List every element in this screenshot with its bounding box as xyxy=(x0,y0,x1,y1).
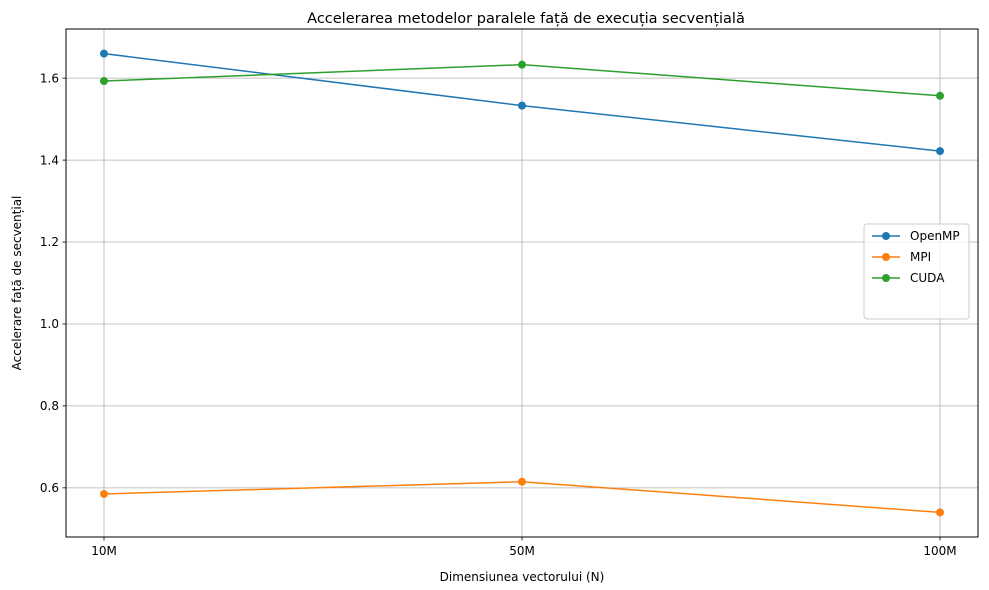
data-point-cuda xyxy=(100,77,108,86)
data-point-cuda xyxy=(518,60,526,69)
legend-label-mpi: MPI xyxy=(910,250,931,264)
y-axis-label: Accelerare față de secvențial xyxy=(10,196,24,371)
data-point-openmp xyxy=(100,49,108,58)
legend-marker-openmp xyxy=(882,232,890,240)
series-layer xyxy=(100,49,944,517)
x-axis: 10M 50M 100M xyxy=(91,537,957,558)
legend-label-cuda: CUDA xyxy=(910,271,945,285)
data-point-mpi xyxy=(100,489,108,498)
x-tick-label: 100M xyxy=(923,544,956,558)
x-tick-label: 50M xyxy=(509,544,535,558)
data-point-cuda xyxy=(936,91,944,100)
y-tick-label: 0.6 xyxy=(40,481,59,495)
x-axis-label: Dimensiunea vectorului (N) xyxy=(440,570,605,584)
legend: OpenMP MPI CUDA xyxy=(863,223,970,320)
legend-marker-cuda xyxy=(882,274,890,282)
y-tick-label: 1.4 xyxy=(40,153,59,167)
legend-box xyxy=(863,223,970,320)
legend-label-openmp: OpenMP xyxy=(910,229,960,243)
x-tick-label: 10M xyxy=(91,544,117,558)
y-tick-label: 1.0 xyxy=(40,317,59,331)
data-point-openmp xyxy=(936,147,944,156)
data-point-mpi xyxy=(936,508,944,517)
y-tick-label: 0.8 xyxy=(40,399,59,413)
legend-marker-mpi xyxy=(882,253,890,261)
y-tick-label: 1.2 xyxy=(40,235,59,249)
data-point-mpi xyxy=(518,477,526,486)
chart-title: Accelerarea metodelor paralele față de e… xyxy=(307,11,745,27)
y-tick-label: 1.6 xyxy=(40,71,59,85)
y-axis: 0.6 0.8 1.0 1.2 1.4 1.6 xyxy=(40,71,66,495)
data-point-openmp xyxy=(518,101,526,110)
